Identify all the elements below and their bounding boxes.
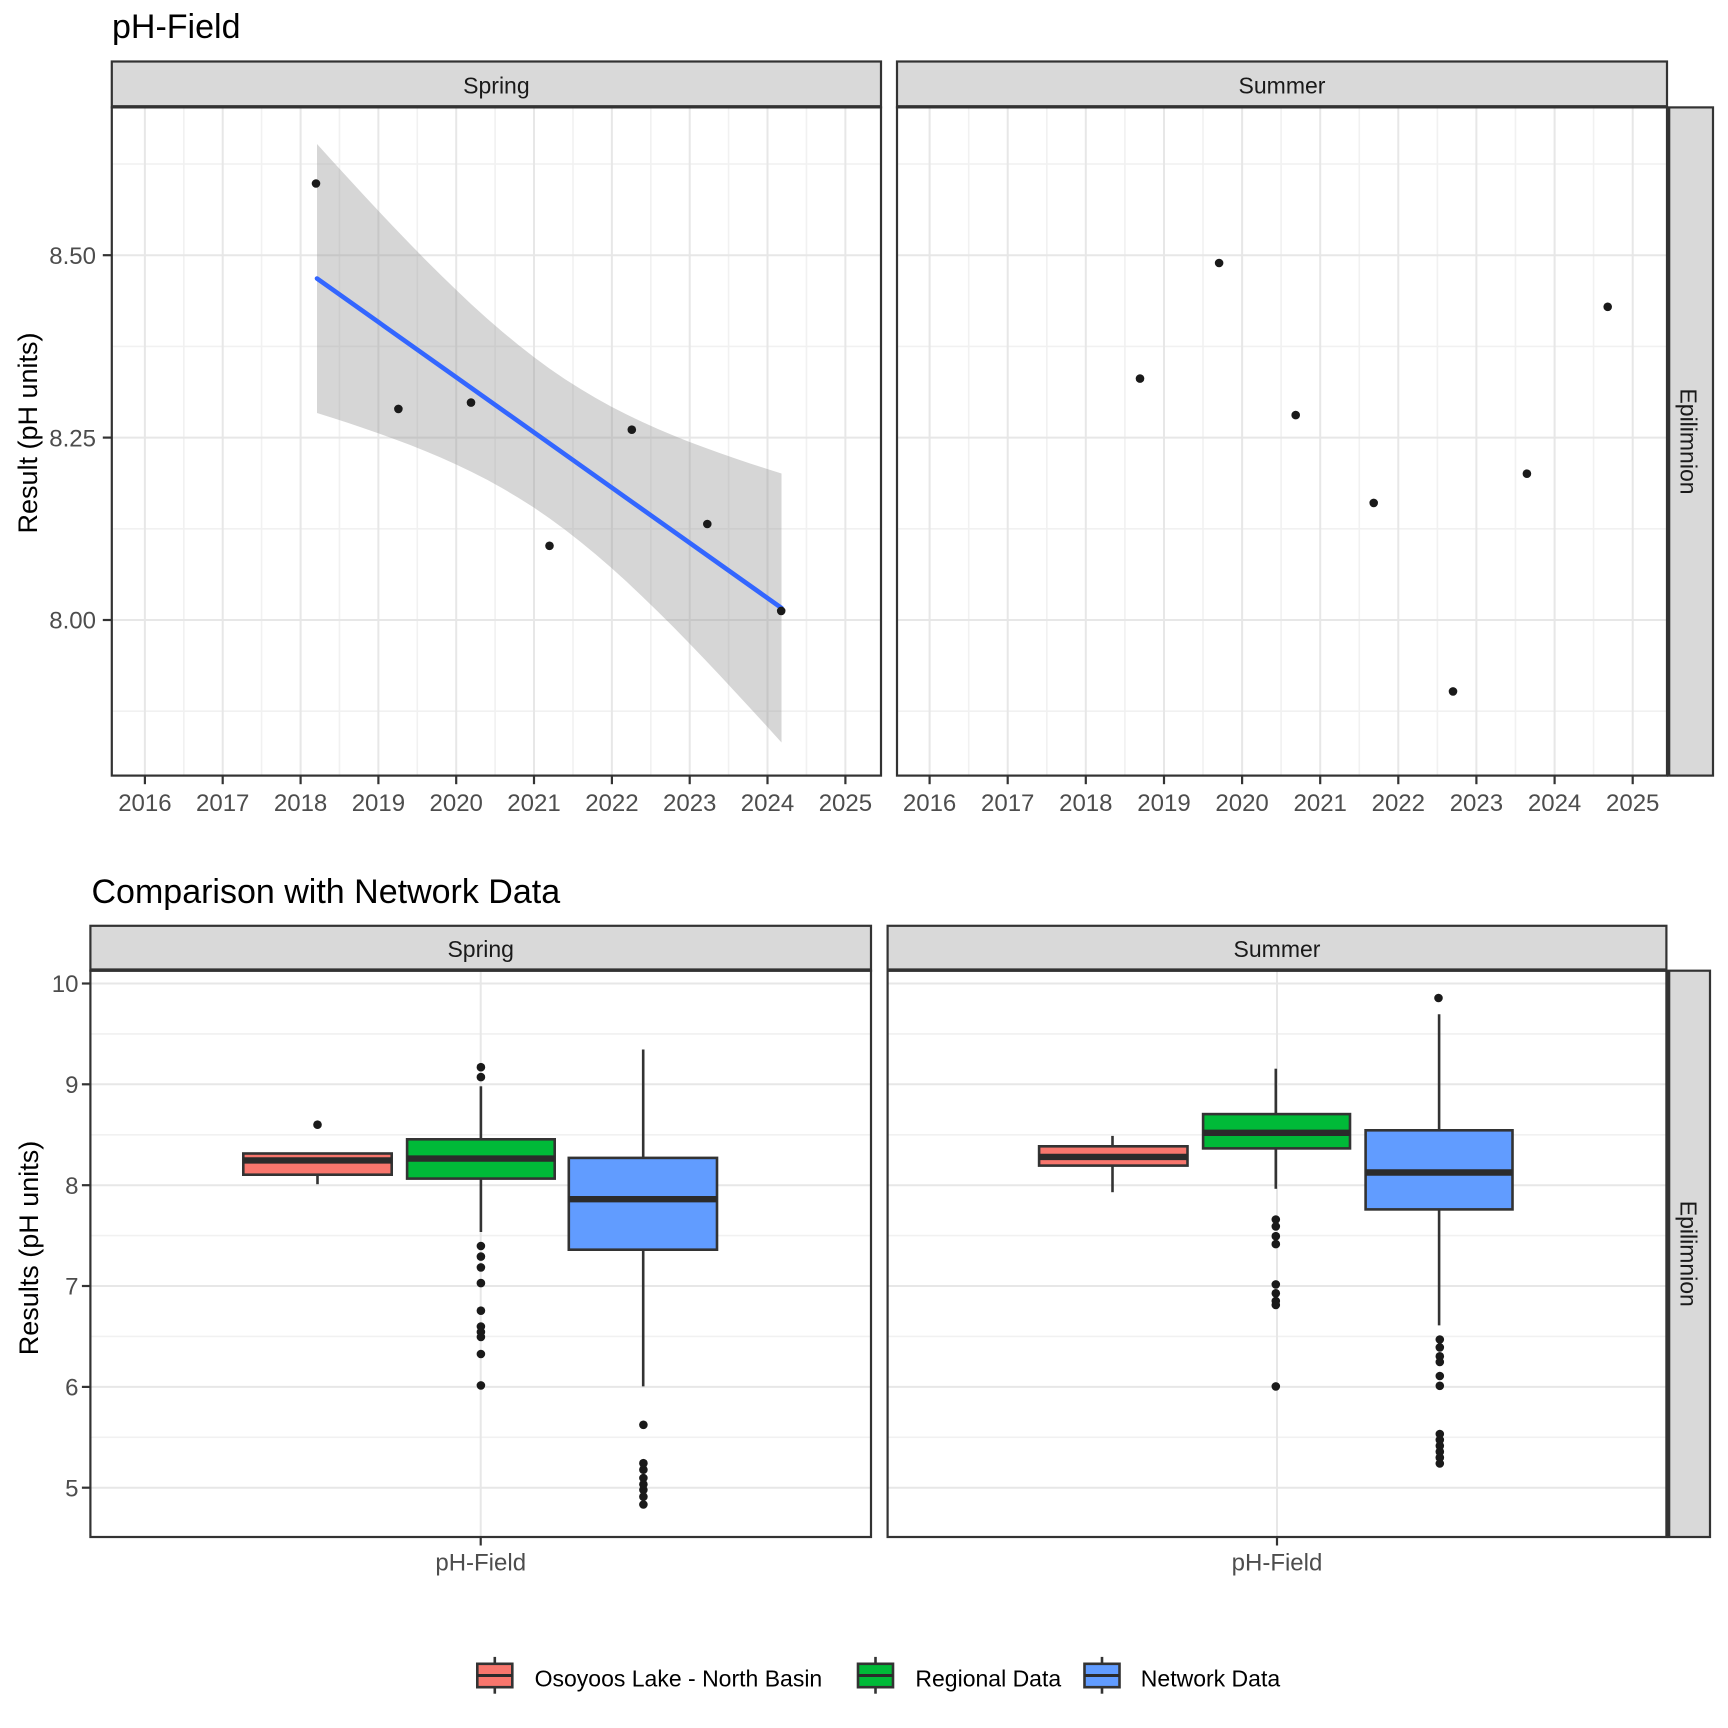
svg-text:2024: 2024 xyxy=(741,790,794,817)
svg-text:Results (pH units): Results (pH units) xyxy=(14,1141,44,1356)
svg-text:8.00: 8.00 xyxy=(49,608,96,635)
svg-text:2019: 2019 xyxy=(1137,790,1190,817)
svg-text:Epilimnion: Epilimnion xyxy=(1676,1201,1702,1307)
svg-text:2022: 2022 xyxy=(585,790,638,817)
svg-text:2018: 2018 xyxy=(1059,790,1112,817)
svg-text:2024: 2024 xyxy=(1528,790,1581,817)
svg-text:8: 8 xyxy=(65,1173,78,1200)
svg-text:2019: 2019 xyxy=(352,790,405,817)
svg-text:7: 7 xyxy=(65,1274,78,1301)
svg-text:2021: 2021 xyxy=(1294,790,1347,817)
svg-text:10: 10 xyxy=(52,971,79,998)
svg-text:2017: 2017 xyxy=(196,790,249,817)
svg-text:2023: 2023 xyxy=(663,790,716,817)
svg-text:Result (pH units): Result (pH units) xyxy=(13,332,43,533)
svg-text:2020: 2020 xyxy=(1215,790,1268,817)
svg-text:2025: 2025 xyxy=(819,790,872,817)
svg-text:Osoyoos Lake - North Basin: Osoyoos Lake - North Basin xyxy=(535,1666,823,1692)
svg-text:2017: 2017 xyxy=(981,790,1034,817)
svg-text:6: 6 xyxy=(65,1375,78,1402)
svg-text:5: 5 xyxy=(65,1475,78,1502)
svg-text:Spring: Spring xyxy=(447,936,513,962)
svg-text:2021: 2021 xyxy=(507,790,560,817)
svg-text:2025: 2025 xyxy=(1606,790,1659,817)
svg-text:Network Data: Network Data xyxy=(1141,1666,1281,1692)
svg-text:8.25: 8.25 xyxy=(49,425,96,452)
svg-text:pH-Field: pH-Field xyxy=(112,8,240,46)
svg-text:2016: 2016 xyxy=(903,790,956,817)
svg-text:Epilimnion: Epilimnion xyxy=(1676,388,1702,494)
svg-text:Summer: Summer xyxy=(1234,936,1321,962)
svg-text:Regional Data: Regional Data xyxy=(915,1666,1061,1692)
svg-text:8.50: 8.50 xyxy=(49,243,96,270)
svg-text:Summer: Summer xyxy=(1239,73,1326,99)
svg-text:pH-Field: pH-Field xyxy=(1232,1549,1323,1576)
svg-text:pH-Field: pH-Field xyxy=(435,1549,526,1576)
svg-text:Spring: Spring xyxy=(463,73,529,99)
svg-text:2023: 2023 xyxy=(1450,790,1503,817)
svg-text:2020: 2020 xyxy=(430,790,483,817)
svg-text:Comparison with Network Data: Comparison with Network Data xyxy=(92,873,561,911)
svg-text:2022: 2022 xyxy=(1372,790,1425,817)
svg-text:2018: 2018 xyxy=(274,790,327,817)
svg-text:2016: 2016 xyxy=(118,790,171,817)
svg-text:9: 9 xyxy=(65,1072,78,1099)
